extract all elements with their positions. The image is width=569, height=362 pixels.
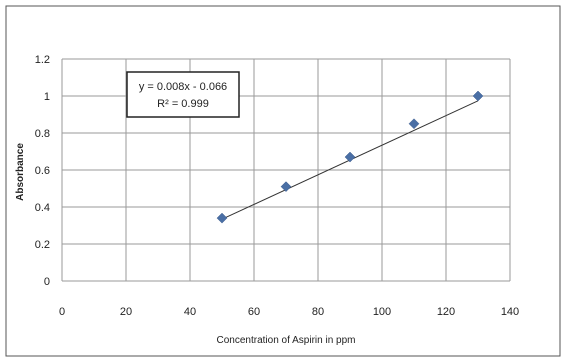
x-tick-label: 120 [437,306,455,318]
y-axis-title: Absorbance [15,143,26,201]
chart-border [5,5,561,357]
y-tick-label: 0.8 [35,128,50,140]
x-axis-title: Concentration of Aspirin in ppm [217,335,356,346]
equation-box-frame [126,71,240,118]
x-axis-tick-labels: 0 20 40 60 80 100 120 140 [59,306,519,318]
y-tick-label: 0.4 [35,202,50,214]
r-squared-value: R² = 0.999 [157,98,209,110]
y-tick-label: 0.6 [35,165,50,177]
x-tick-label: 20 [120,306,132,318]
x-tick-label: 0 [59,306,65,318]
y-tick-label: 1 [44,91,50,103]
y-tick-label: 1.2 [35,54,50,66]
trendline-equation: y = 0.008x - 0.066 [139,81,227,93]
data-points [216,90,484,224]
data-point [472,90,484,102]
x-tick-label: 140 [501,306,519,318]
y-tick-label: 0.2 [35,239,50,251]
data-point [280,181,292,193]
y-tick-label: 0 [44,276,50,288]
plot-area: 0 20 40 60 80 100 120 140 0 0.2 0.4 0.6 0.8 1 1.2 [35,54,519,318]
data-point [408,118,420,130]
x-tick-label: 40 [184,306,196,318]
x-tick-label: 60 [248,306,260,318]
trendline-equation-box: y = 0.008x - 0.066 R² = 0.999 [126,71,240,118]
x-tick-label: 100 [373,306,391,318]
data-point [344,151,356,163]
x-tick-label: 80 [312,306,324,318]
data-point [216,212,228,224]
y-axis-tick-labels: 0 0.2 0.4 0.6 0.8 1 1.2 [35,54,50,288]
